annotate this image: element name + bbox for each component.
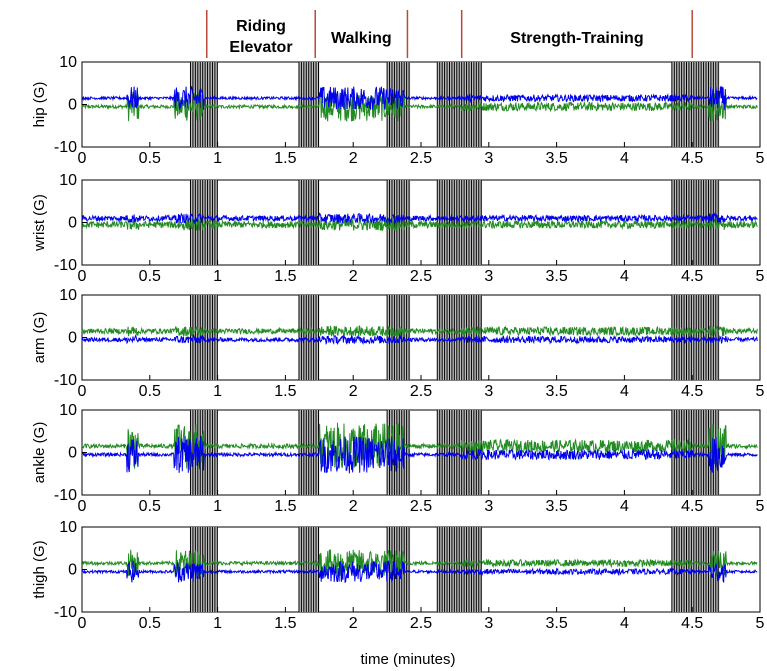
y-tick-label: 0 — [68, 330, 77, 347]
x-tick-label: 3.5 — [545, 498, 567, 515]
x-tick-label: 2 — [349, 383, 358, 400]
y-tick-label: 10 — [59, 402, 77, 419]
x-tick-label: 2 — [349, 498, 358, 515]
x-tick-label: 0.5 — [139, 268, 161, 285]
x-tick-label: 3.5 — [545, 615, 567, 632]
x-tick-label: 5 — [756, 268, 765, 285]
y-tick-label: -10 — [54, 257, 77, 274]
x-tick-label: 4.5 — [681, 268, 703, 285]
x-tick-label: 2.5 — [410, 268, 432, 285]
x-tick-label: 0 — [78, 383, 87, 400]
x-tick-label: 1.5 — [274, 498, 296, 515]
x-tick-label: 4.5 — [681, 498, 703, 515]
x-tick-label: 0 — [78, 615, 87, 632]
x-tick-label: 5 — [756, 150, 765, 167]
x-tick-label: 4 — [620, 150, 629, 167]
signal-primary — [81, 212, 758, 225]
x-tick-label: 1 — [213, 615, 222, 632]
x-tick-label: 2 — [349, 150, 358, 167]
x-tick-label: 3 — [484, 383, 493, 400]
x-tick-label: 3.5 — [545, 150, 567, 167]
activity-label: Elevator — [229, 39, 292, 56]
x-tick-label: 1 — [213, 383, 222, 400]
x-tick-label: 1 — [213, 498, 222, 515]
x-axis-label: time (minutes) — [360, 651, 455, 668]
y-axis-label: arm (G) — [31, 312, 48, 364]
x-tick-label: 1.5 — [274, 150, 296, 167]
x-tick-label: 4 — [620, 498, 629, 515]
y-tick-label: 0 — [68, 562, 77, 579]
x-tick-label: 3 — [484, 615, 493, 632]
signal-primary — [81, 85, 758, 111]
y-tick-label: -10 — [54, 604, 77, 621]
y-tick-label: -10 — [54, 139, 77, 156]
x-tick-label: 0.5 — [139, 498, 161, 515]
signal-secondary — [81, 422, 758, 470]
x-tick-label: 1.5 — [274, 615, 296, 632]
x-tick-label: 3 — [484, 150, 493, 167]
x-tick-label: 5 — [756, 615, 765, 632]
x-tick-label: 2.5 — [410, 150, 432, 167]
y-tick-label: 0 — [68, 97, 77, 114]
x-tick-label: 1 — [213, 150, 222, 167]
y-tick-label: 10 — [59, 519, 77, 536]
activity-label: Strength-Training — [510, 30, 643, 47]
y-tick-label: 0 — [68, 215, 77, 232]
x-tick-label: 5 — [756, 498, 765, 515]
x-tick-label: 4.5 — [681, 150, 703, 167]
x-tick-label: 4 — [620, 383, 629, 400]
y-tick-label: -10 — [54, 487, 77, 504]
activity-label: Riding — [236, 18, 286, 35]
x-tick-label: 0.5 — [139, 615, 161, 632]
x-tick-label: 2.5 — [410, 383, 432, 400]
x-tick-label: 4 — [620, 615, 629, 632]
signal-secondary — [81, 549, 758, 577]
x-tick-label: 4.5 — [681, 383, 703, 400]
x-tick-label: 4.5 — [681, 615, 703, 632]
activity-label: Walking — [331, 30, 392, 47]
activity-annotations: Riding Elevator Walking Strength-Training — [206, 10, 693, 58]
x-tick-label: 2.5 — [410, 615, 432, 632]
y-axis-label: hip (G) — [31, 82, 48, 128]
y-tick-label: 10 — [59, 287, 77, 304]
signal-primary — [81, 560, 758, 584]
y-axis-label: wrist (G) — [31, 194, 48, 252]
y-tick-label: -10 — [54, 372, 77, 389]
y-tick-label: 10 — [59, 54, 77, 71]
x-tick-label: 0 — [78, 268, 87, 285]
x-tick-label: 2.5 — [410, 498, 432, 515]
signal-primary — [81, 333, 758, 345]
x-tick-label: 3 — [484, 268, 493, 285]
x-tick-label: 3.5 — [545, 268, 567, 285]
x-tick-label: 1.5 — [274, 383, 296, 400]
y-axis-label: ankle (G) — [31, 422, 48, 484]
x-tick-label: 2 — [349, 268, 358, 285]
y-axis-label: thigh (G) — [31, 540, 48, 598]
x-tick-label: 4 — [620, 268, 629, 285]
y-tick-label: 10 — [59, 172, 77, 189]
y-tick-label: 0 — [68, 445, 77, 462]
x-tick-label: 3.5 — [545, 383, 567, 400]
x-tick-label: 0 — [78, 498, 87, 515]
x-tick-label: 0.5 — [139, 383, 161, 400]
x-tick-label: 0.5 — [139, 150, 161, 167]
x-tick-label: 3 — [484, 498, 493, 515]
x-tick-label: 0 — [78, 150, 87, 167]
x-tick-label: 1 — [213, 268, 222, 285]
x-tick-label: 2 — [349, 615, 358, 632]
x-tick-label: 1.5 — [274, 268, 296, 285]
signal-secondary — [81, 325, 758, 338]
signal-primary — [81, 435, 758, 474]
x-tick-label: 5 — [756, 383, 765, 400]
